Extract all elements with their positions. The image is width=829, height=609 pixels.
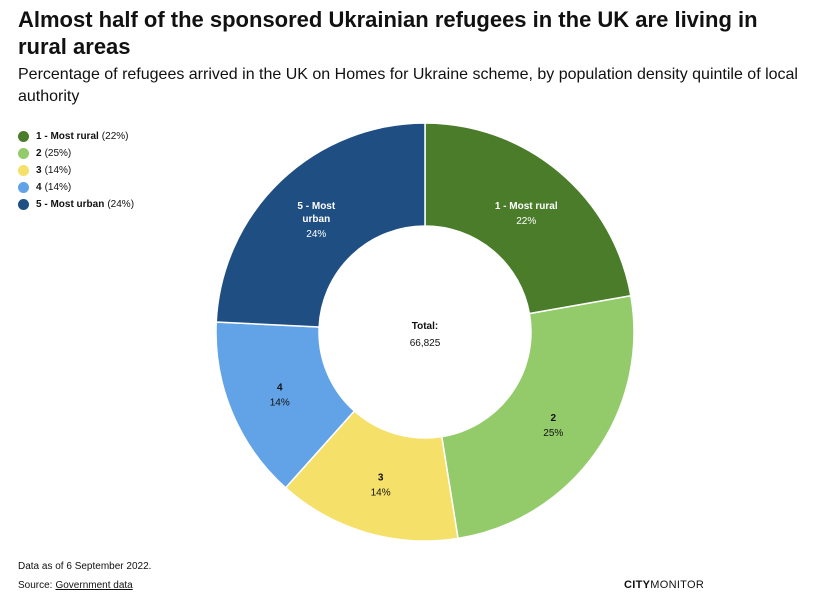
legend-pct: (22%): [101, 131, 129, 142]
slice-value-label: 22%: [516, 216, 536, 227]
legend-swatch: [18, 148, 29, 159]
legend-pct: (14%): [44, 182, 72, 193]
donut-slice[interactable]: [424, 122, 632, 315]
brand-city: CITY: [624, 579, 651, 591]
brand-logo: CITYMONITOR: [624, 579, 704, 591]
legend-name: 5 - Most urban: [36, 199, 105, 210]
donut-slice[interactable]: [440, 294, 635, 540]
source-line: Source: Government data: [18, 580, 133, 591]
slice-label: 5 - Most: [297, 201, 335, 212]
legend-pct: (24%): [107, 199, 135, 210]
legend-pct: (25%): [44, 148, 72, 159]
slice-value-label: 24%: [306, 229, 326, 240]
legend-item[interactable]: 4 (14%): [18, 179, 134, 196]
legend-item[interactable]: 2 (25%): [18, 145, 134, 162]
center-total-label: Total:: [412, 321, 438, 332]
center-total-value: 66,825: [410, 338, 441, 349]
brand-monitor: MONITOR: [650, 579, 705, 591]
chart-title: Almost half of the sponsored Ukrainian r…: [18, 7, 758, 59]
donut-slice[interactable]: [284, 409, 459, 542]
legend-name: 3: [36, 165, 42, 176]
legend-swatch: [18, 165, 29, 176]
slice-label: 1 - Most rural: [495, 201, 558, 212]
donut-slice[interactable]: [215, 321, 356, 489]
legend-item[interactable]: 1 - Most rural (22%): [18, 128, 134, 145]
legend-item[interactable]: 5 - Most urban (24%): [18, 196, 134, 213]
legend-swatch: [18, 182, 29, 193]
legend-name: 2: [36, 148, 42, 159]
slice-label: 3: [378, 473, 384, 484]
chart-subtitle: Percentage of refugees arrived in the UK…: [18, 66, 798, 105]
slice-label: 4: [277, 382, 283, 393]
source-link[interactable]: Government data: [55, 580, 133, 591]
slice-label: urban: [302, 214, 330, 225]
legend-swatch: [18, 199, 29, 210]
slice-value-label: 14%: [371, 488, 391, 499]
data-note: Data as of 6 September 2022.: [18, 561, 152, 572]
legend: 1 - Most rural (22%) 2 (25%) 3 (14%) 4 (14%) 5 -…: [18, 128, 134, 213]
slice-label: 2: [551, 413, 557, 424]
legend-name: 1 - Most rural: [36, 131, 99, 142]
legend-name: 4: [36, 182, 42, 193]
legend-swatch: [18, 131, 29, 142]
slice-value-label: 25%: [543, 428, 563, 439]
slice-value-label: 14%: [270, 397, 290, 408]
source-prefix: Source:: [18, 580, 53, 591]
legend-item[interactable]: 3 (14%): [18, 162, 134, 179]
legend-pct: (14%): [44, 165, 72, 176]
donut-slice[interactable]: [215, 122, 426, 328]
